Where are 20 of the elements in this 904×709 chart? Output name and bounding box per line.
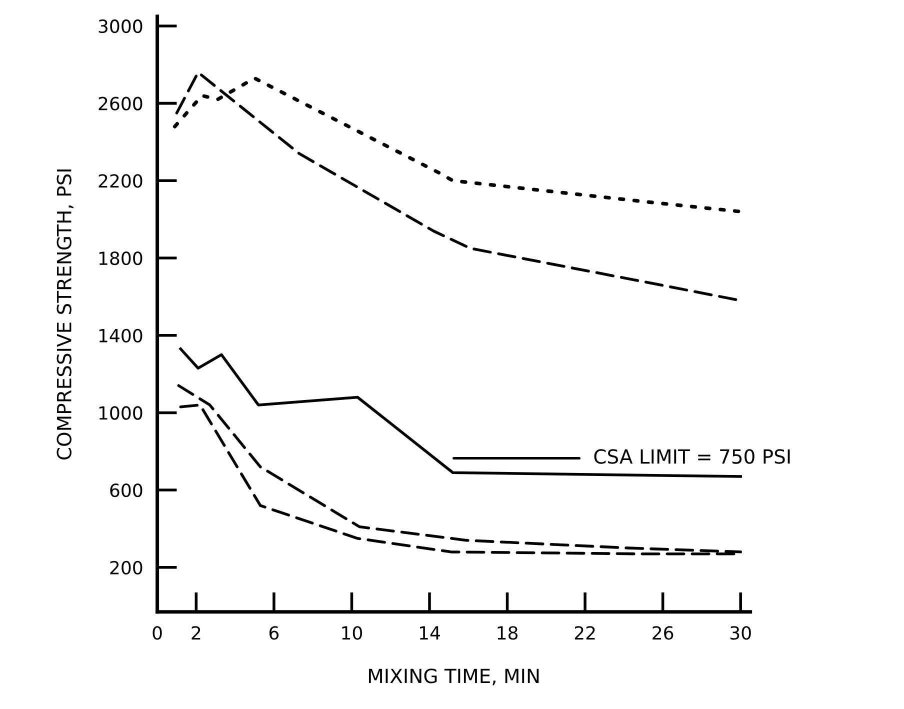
x-tick-label: 2 (192, 626, 200, 640)
y-axis-title: COMPRESSIVE STRENGTH, PSI (56, 170, 74, 460)
x-tick-label: 18 (498, 626, 518, 640)
x-tick-label: 6 (269, 626, 279, 640)
x-tick-label: 14 (420, 626, 440, 640)
y-tick-label: 2200 (98, 174, 142, 188)
x-tick-label: 26 (652, 626, 674, 640)
y-tick-label: 1800 (99, 251, 142, 266)
y-tick-label: 200 (110, 560, 142, 575)
x-tick-label: 22 (574, 626, 595, 640)
y-tick-label: 1000 (99, 406, 142, 420)
y-tick-label: 600 (110, 484, 142, 498)
y-tick-label: 3000 (98, 19, 142, 34)
x-tick-label: 10 (342, 626, 362, 640)
x-axis-title: MIXING TIME, MIN (368, 668, 539, 686)
y-tick-label: 1400 (99, 328, 142, 342)
y-tick-label: 2600 (98, 96, 142, 110)
x-tick-label: 30 (730, 626, 751, 640)
x-tick-label: 0 (152, 626, 162, 640)
annotation: CSA LIMIT = 750 PSI (594, 449, 790, 464)
